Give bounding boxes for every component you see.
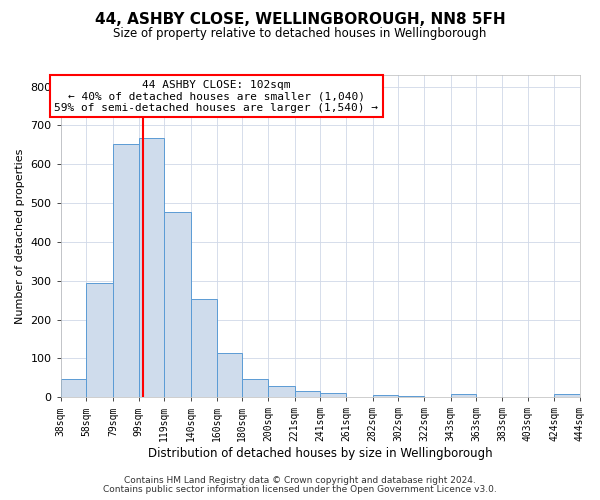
Text: 44 ASHBY CLOSE: 102sqm
← 40% of detached houses are smaller (1,040)
59% of semi-: 44 ASHBY CLOSE: 102sqm ← 40% of detached… xyxy=(55,80,379,113)
Bar xyxy=(268,386,295,397)
Bar xyxy=(398,396,424,397)
Bar xyxy=(61,379,86,397)
Bar xyxy=(320,394,346,397)
Y-axis label: Number of detached properties: Number of detached properties xyxy=(15,148,25,324)
Bar xyxy=(373,395,398,397)
Bar xyxy=(113,144,139,397)
Text: Contains public sector information licensed under the Open Government Licence v3: Contains public sector information licen… xyxy=(103,485,497,494)
Text: 44, ASHBY CLOSE, WELLINGBOROUGH, NN8 5FH: 44, ASHBY CLOSE, WELLINGBOROUGH, NN8 5FH xyxy=(95,12,505,28)
Bar xyxy=(554,394,580,397)
Bar xyxy=(86,284,113,397)
Bar xyxy=(295,392,320,397)
Bar xyxy=(139,138,164,397)
Text: Size of property relative to detached houses in Wellingborough: Size of property relative to detached ho… xyxy=(113,28,487,40)
Bar xyxy=(217,354,242,397)
Bar xyxy=(451,394,476,397)
Bar xyxy=(191,300,217,397)
X-axis label: Distribution of detached houses by size in Wellingborough: Distribution of detached houses by size … xyxy=(148,447,493,460)
Bar xyxy=(164,212,191,397)
Text: Contains HM Land Registry data © Crown copyright and database right 2024.: Contains HM Land Registry data © Crown c… xyxy=(124,476,476,485)
Bar xyxy=(242,378,268,397)
